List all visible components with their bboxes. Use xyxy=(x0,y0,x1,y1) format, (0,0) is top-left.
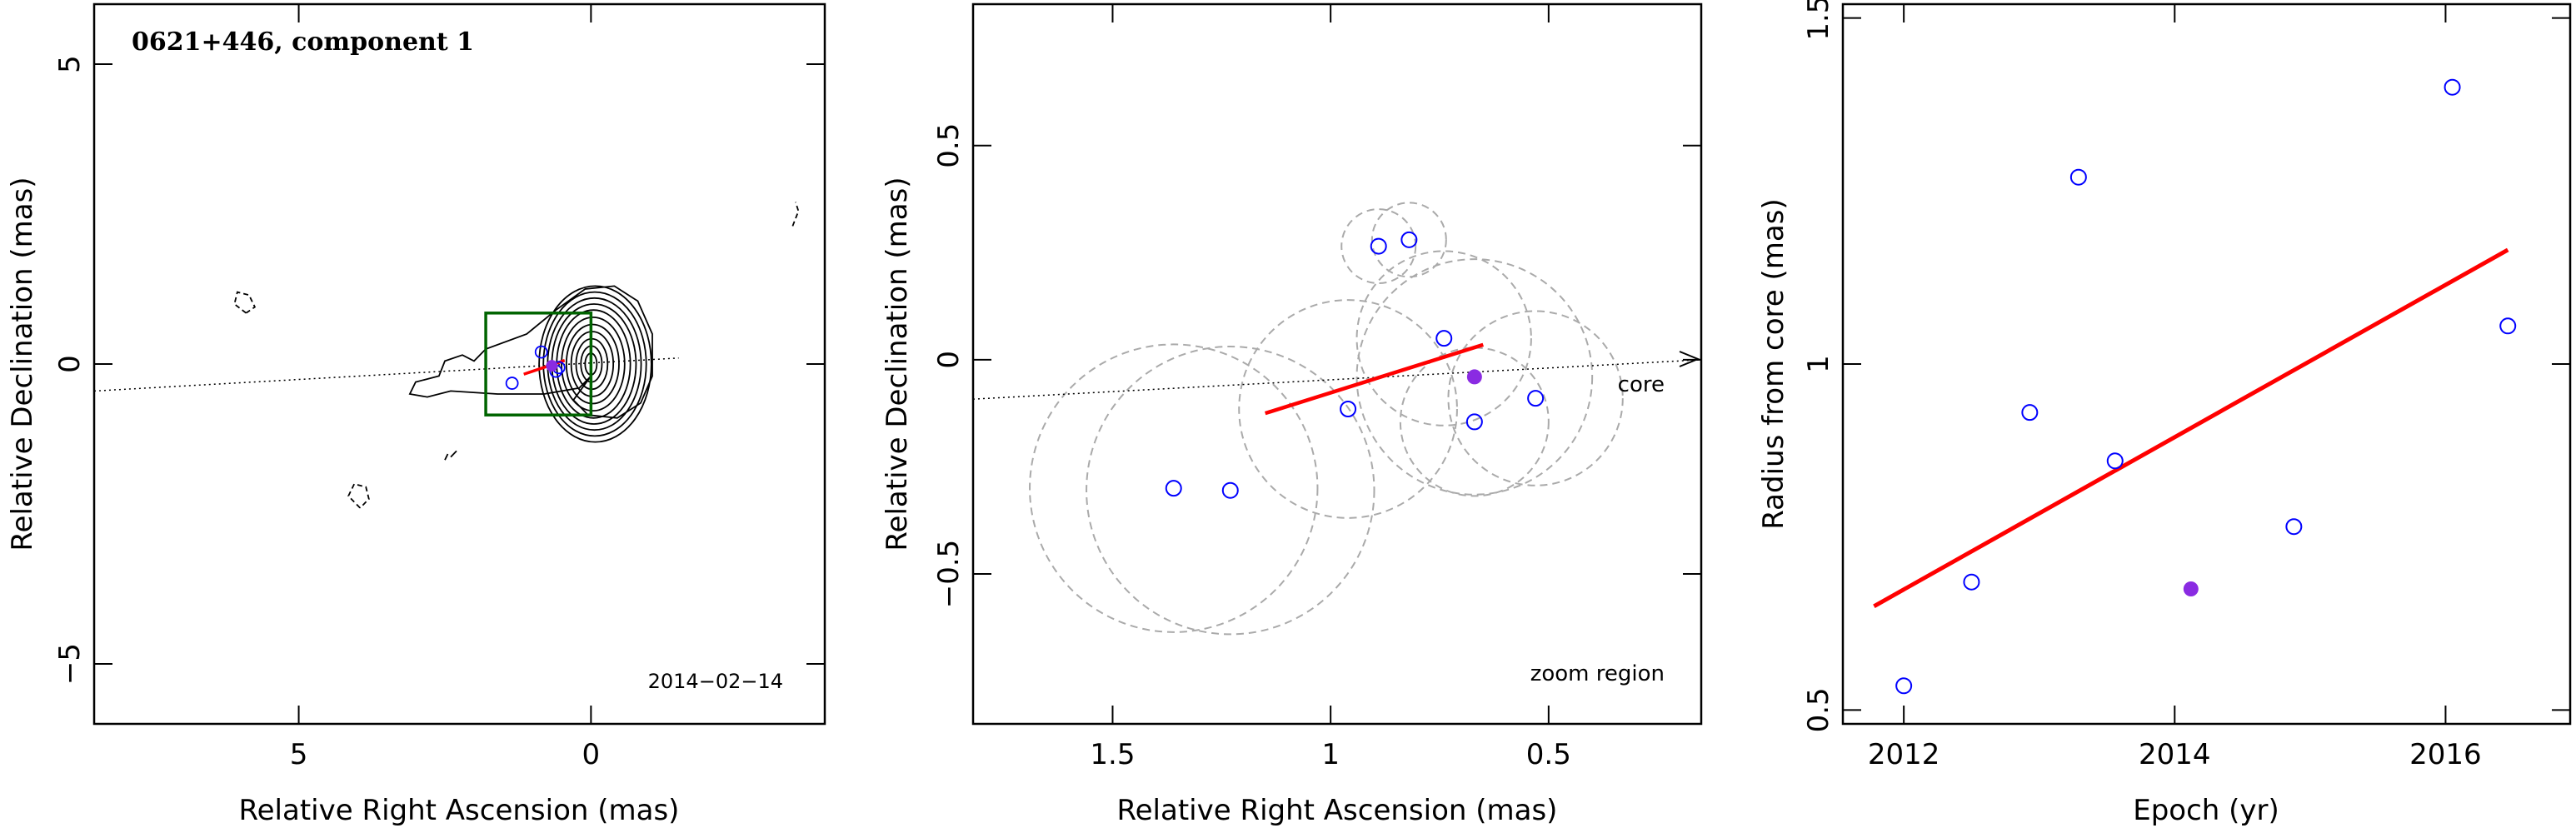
component-size-circle xyxy=(1029,343,1319,633)
negative-contour xyxy=(233,291,257,314)
negative-contour xyxy=(347,482,370,509)
map-y-tick-label: −5 xyxy=(53,643,87,685)
epoch-marker xyxy=(1370,237,1387,255)
contour-line xyxy=(450,450,457,458)
zoom-y-tick-label: 0.5 xyxy=(932,123,966,168)
zoom-x-tick-label: 1.5 xyxy=(1090,738,1135,771)
epoch-marker xyxy=(2106,452,2124,470)
epoch-marker xyxy=(505,377,519,390)
fit-line xyxy=(1264,342,1484,416)
zoom-x-axis-label: Relative Right Ascension (mas) xyxy=(1117,794,1558,827)
component-size-circle xyxy=(1355,250,1532,426)
radius-content xyxy=(1873,78,2517,695)
epoch-marker xyxy=(1465,413,1483,431)
zoom-x-ticks: 1.5 1 0.5 xyxy=(1090,4,1571,771)
map-date-label: 2014−02−14 xyxy=(648,670,783,693)
zoom-y-ticks: 0.5 0 −0.5 xyxy=(932,123,1701,609)
map-plot-frame xyxy=(92,2,826,726)
epoch-marker xyxy=(1400,231,1418,248)
epoch-marker xyxy=(1340,401,1357,417)
current-size-circle xyxy=(1355,258,1594,496)
epoch-marker xyxy=(1165,480,1182,497)
map-content xyxy=(94,202,800,509)
zoom-x-tick-label: 0.5 xyxy=(1526,738,1571,771)
epoch-marker xyxy=(2069,168,2087,186)
core-annotation: core xyxy=(1618,372,1665,397)
negative-contour xyxy=(791,202,800,227)
core-arrow-head xyxy=(1679,351,1700,367)
radius-x-axis-label: Epoch (yr) xyxy=(2133,794,2279,827)
fit-line xyxy=(523,359,566,376)
core-contour xyxy=(538,285,652,443)
radius-x-ticks: 2012 2014 2016 xyxy=(1868,4,2482,771)
map-title: 0621+446, component 1 xyxy=(132,27,474,57)
core-contour xyxy=(561,316,626,412)
zoom-region-box xyxy=(484,312,593,416)
component-size-circle xyxy=(1370,202,1447,278)
current-epoch-marker xyxy=(546,360,558,372)
epoch-marker xyxy=(2444,78,2461,96)
epoch-marker xyxy=(2285,518,2303,536)
zoom-plot-frame xyxy=(971,2,1703,726)
core-direction-line xyxy=(973,359,1701,400)
radius-x-tick-label: 2012 xyxy=(1868,738,1940,771)
map-y-tick-label: 0 xyxy=(53,355,87,373)
radius-y-tick-label: 0.5 xyxy=(1802,687,1835,732)
radius-y-tick-label: 1.5 xyxy=(1802,0,1835,41)
zoom-y-axis-label: Relative Declination (mas) xyxy=(881,177,914,551)
radius-y-tick-label: 1 xyxy=(1802,355,1835,373)
epoch-marker xyxy=(1527,390,1545,407)
map-x-axis-label: Relative Right Ascension (mas) xyxy=(239,794,680,827)
radius-panel: 2012 2014 2016 1.5 1 0.5 Epoch (yr) Radius f… xyxy=(1757,0,2572,827)
current-epoch-marker xyxy=(1466,369,1482,385)
core-contour xyxy=(542,291,647,437)
current-epoch-marker xyxy=(2183,581,2199,596)
radius-x-tick-label: 2014 xyxy=(2139,738,2211,771)
zoom-content xyxy=(973,202,1701,636)
epoch-marker xyxy=(534,345,548,359)
radius-plot-frame xyxy=(1841,2,2572,726)
map-x-tick-label: 5 xyxy=(290,738,308,771)
zoom-panel: 1.5 1 0.5 0.5 0 −0.5 core zoom region Relati… xyxy=(881,2,1703,827)
epoch-marker xyxy=(2499,317,2517,335)
map-y-tick-label: 5 xyxy=(53,55,87,73)
epoch-marker xyxy=(1221,481,1239,499)
zoom-y-tick-label: −0.5 xyxy=(932,540,966,609)
radius-x-tick-label: 2016 xyxy=(2409,738,2482,771)
zoom-region-annotation: zoom region xyxy=(1530,661,1665,686)
map-x-tick-label: 0 xyxy=(582,738,601,771)
radius-y-ticks: 1.5 1 0.5 xyxy=(1802,0,2570,732)
map-y-axis-label: Relative Declination (mas) xyxy=(6,177,39,551)
component-size-circle xyxy=(1086,346,1375,636)
zoom-y-tick-label: 0 xyxy=(932,351,966,369)
radius-y-axis-label: Radius from core (mas) xyxy=(1757,198,1790,529)
zoom-x-tick-label: 1 xyxy=(1321,738,1340,771)
contour-line xyxy=(444,453,449,461)
fit-line xyxy=(1873,247,2509,608)
component-size-circle xyxy=(1447,310,1624,486)
component-size-circle xyxy=(1238,299,1458,519)
component-size-circle xyxy=(1399,347,1550,497)
map-y-ticks: 5 0 −5 xyxy=(53,55,825,685)
component-size-circle xyxy=(1340,208,1417,285)
core-contour xyxy=(565,323,620,405)
epoch-marker xyxy=(2021,404,2039,421)
epoch-marker xyxy=(1895,677,1913,695)
epoch-marker xyxy=(1963,573,1980,591)
epoch-marker xyxy=(1435,330,1453,347)
